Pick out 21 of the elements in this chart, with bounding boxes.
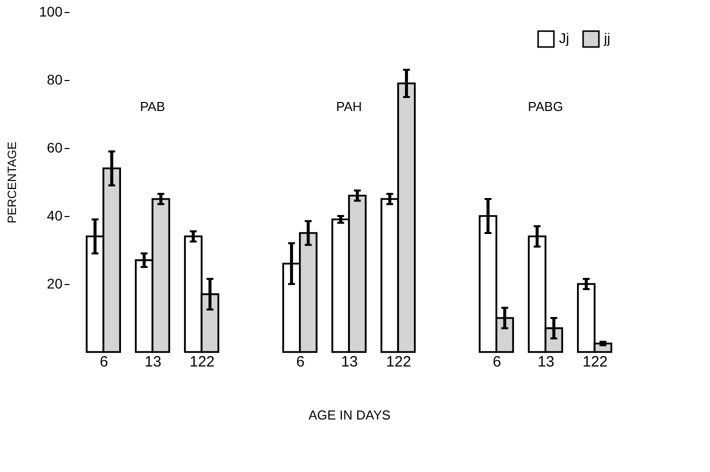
y-tick-label: 100 (39, 4, 63, 20)
x-tick-label: 122 (190, 354, 215, 370)
y-tick-label: 40 (46, 208, 63, 224)
x-axis-title: AGE IN DAYS (308, 408, 391, 422)
y-axis-title: PERCENTAGE (5, 142, 20, 224)
x-tick-label: 13 (341, 354, 358, 370)
annotation: PAB (140, 99, 166, 114)
x-tick-label: 13 (144, 354, 162, 370)
y-tick-label: 20 (46, 276, 63, 292)
x-tick-label: 122 (582, 354, 608, 370)
y-tick-label: 80 (46, 72, 63, 88)
y-tick-label: 60 (46, 140, 63, 156)
x-tick-label: 13 (538, 354, 554, 370)
legend-label: Jj (559, 30, 570, 46)
annotation: PABG (528, 99, 564, 114)
x-tick-label: 6 (296, 354, 305, 370)
x-tick-label: 6 (100, 354, 108, 370)
x-tick-label: 6 (492, 354, 502, 370)
annotation: PAH (336, 99, 362, 114)
x-tick-label: 122 (386, 354, 412, 370)
legend-label: jj (603, 30, 610, 46)
